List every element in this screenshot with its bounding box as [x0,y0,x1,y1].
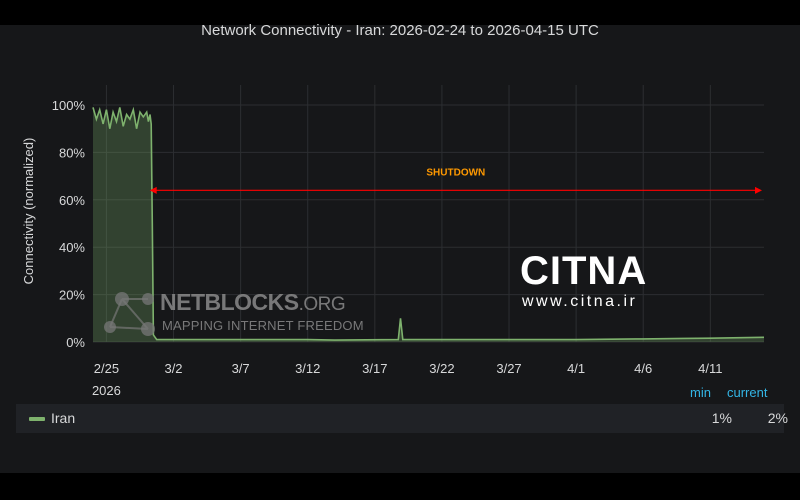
shutdown-arrow-right-head [755,186,762,194]
legend-series-name[interactable]: Iran [51,410,76,426]
legend-current-header: current [727,385,768,400]
x-tick-label: 2/25 [94,361,119,376]
series-line-iran [92,106,765,341]
x-tick-label: 3/27 [496,361,521,376]
x-tick-label: 4/1 [567,361,585,376]
legend-current-value: 2% [767,410,788,426]
chart-panel [0,25,800,473]
citna-url: www.citna.ir [522,293,638,310]
x-tick-label: 3/2 [164,361,182,376]
legend-row-iran[interactable]: Iran 1% 2% [16,404,788,433]
x-tick-label: 4/6 [634,361,652,376]
y-tick-label: 80% [59,145,85,160]
netblocks-name: NETBLOCKS.ORG [160,289,346,315]
x-tick-sublabel: 2026 [92,383,121,398]
netblocks-watermark: NETBLOCKS.ORG MAPPING INTERNET FREEDOM [100,287,364,352]
x-tick-label: 3/17 [362,361,387,376]
citna-logo: CITNA [520,249,648,293]
legend-color-swatch [29,417,45,421]
y-tick-label: 100% [52,98,86,113]
shutdown-label: SHUTDOWN [426,167,485,178]
x-tick-label: 3/12 [295,361,320,376]
y-tick-labels: 0% 20% 40% 60% 80% 100% [52,98,86,350]
grid-lines [93,85,764,343]
series-area [92,106,765,343]
y-tick-label: 60% [59,193,85,208]
x-tick-labels: 2/25 2026 3/2 3/7 3/12 3/17 3/22 3/27 4/1 4/6 4/11 [92,361,723,398]
legend-min-value: 1% [711,410,732,426]
y-axis-label: Connectivity (normalized) [21,138,36,285]
netblocks-logo-icon [104,292,155,336]
annotations: SHUTDOWN [149,167,762,194]
y-tick-label: 40% [59,240,85,255]
shutdown-arrow-left-head [149,186,157,194]
y-tick-label: 0% [66,335,85,350]
netblocks-tagline: MAPPING INTERNET FREEDOM [162,318,364,333]
chart-title: Network Connectivity - Iran: 2026-02-24 … [201,22,599,39]
y-tick-label: 20% [59,288,85,303]
x-tick-label: 3/22 [429,361,454,376]
legend-min-header: min [690,385,711,400]
x-tick-label: 3/7 [232,361,250,376]
x-tick-label: 4/11 [698,361,722,376]
netblocks-suffix: .ORG [298,294,346,315]
